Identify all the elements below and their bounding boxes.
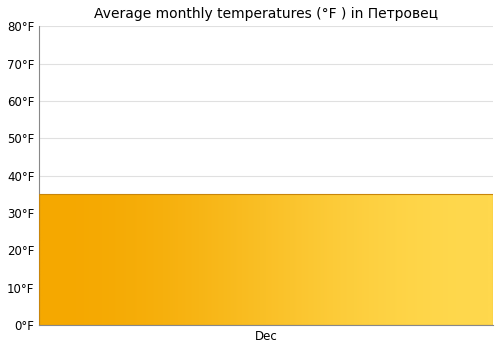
Bar [39,194,493,325]
Title: Average monthly temperatures (°F ) in Петровец: Average monthly temperatures (°F ) in Пе… [94,7,438,21]
